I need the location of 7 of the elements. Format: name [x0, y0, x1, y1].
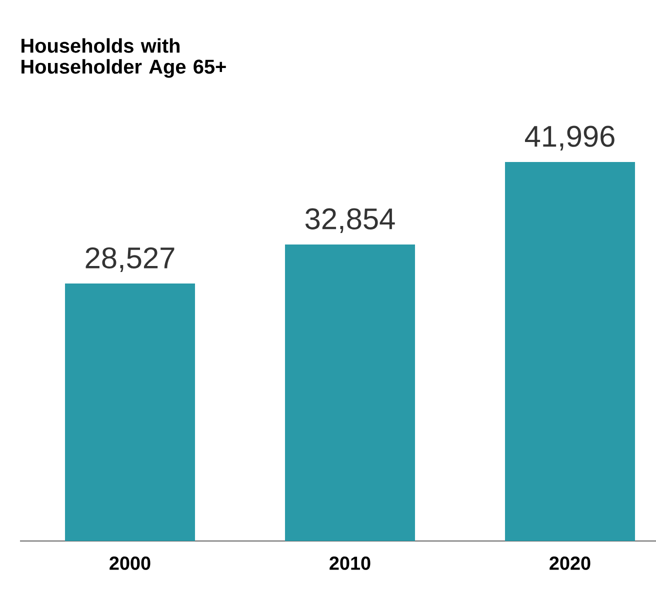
data-label: 32,854 — [305, 208, 395, 233]
data-label: 28,527 — [86, 247, 174, 272]
x-tick-label: 2010 — [330, 556, 370, 570]
data-label: 41,996 — [524, 126, 614, 150]
chart-title: Households with Householder Age 65+ — [22, 38, 226, 78]
x-tick-label: 2020 — [550, 556, 590, 570]
x-tick-label: 2000 — [110, 556, 150, 570]
